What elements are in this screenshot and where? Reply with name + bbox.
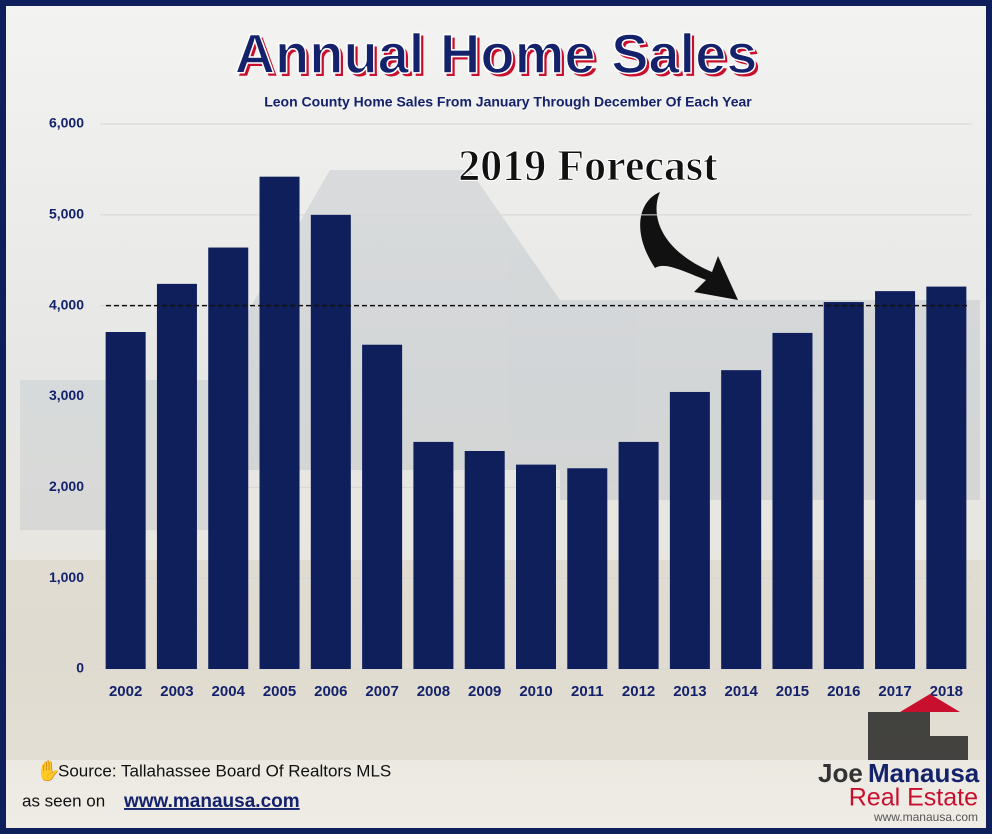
y-tick-label: 5,000 [49,206,84,222]
x-tick-label: 2004 [212,683,246,700]
x-tick-label: 2008 [417,683,450,700]
bar [208,247,249,670]
x-tick-label: 2011 [571,683,604,700]
y-tick-label: 0 [76,660,84,676]
hand-icon: ✋ [36,758,61,782]
logo-url: www.manausa.com [873,810,978,824]
bar [823,302,864,669]
y-tick-label: 4,000 [49,296,84,312]
x-tick-label: 2015 [776,683,809,700]
logo: Joe Manausa Real Estate www.manausa.com [818,694,980,824]
bar [156,283,197,669]
x-tick-label: 2014 [724,683,758,700]
annotation-arrow [640,192,738,300]
bar [464,451,505,669]
plot-area: 0 1,000 2,000 3,000 4,000 5,000 6,000 2002 2003 2… [49,115,972,700]
x-tick-label: 2003 [160,683,193,700]
bar [362,344,403,669]
bar [875,291,916,669]
bar [515,464,557,669]
logo-last: Manausa [868,758,980,788]
bar [618,441,659,669]
y-tick-label: 6,000 [49,115,84,131]
bar [310,214,351,670]
bar [926,286,967,669]
bar [413,441,454,669]
bar [259,176,300,669]
bar [567,468,608,669]
y-tick-label: 3,000 [49,387,84,403]
x-tick-label: 2016 [827,683,860,700]
logo-first: Joe [818,758,863,788]
chart-subtitle: Leon County Home Sales From January Thro… [264,94,752,110]
x-tick-label: 2009 [468,683,501,700]
logo-tagline: Real Estate [849,784,978,812]
x-tick-label: 2007 [365,683,398,700]
y-tick-label: 1,000 [49,569,84,585]
chart-title-shadow: Annual Home Sales [238,25,761,88]
chart-title: Annual Home Sales [235,22,758,85]
x-tick-label: 2018 [930,683,963,700]
bar [105,332,146,669]
x-tick-label: 2006 [314,683,347,700]
website-link[interactable]: www.manausa.com [123,791,300,812]
source: Source: Tallahassee Board Of Realtors ML… [58,761,391,780]
x-tick-label: 2005 [263,683,296,700]
bar [669,391,710,669]
seen-on: as seen on [22,791,105,810]
x-tick-label: 2002 [109,683,142,700]
x-tick-label: 2013 [673,683,706,700]
bar [772,332,813,669]
x-tick-label: 2012 [622,683,655,700]
y-tick-label: 2,000 [49,478,84,494]
x-tick-label: 2010 [519,683,552,700]
bar [721,370,762,669]
annotation: 2019 Forecast [458,141,718,190]
x-tick-label: 2017 [878,683,911,700]
